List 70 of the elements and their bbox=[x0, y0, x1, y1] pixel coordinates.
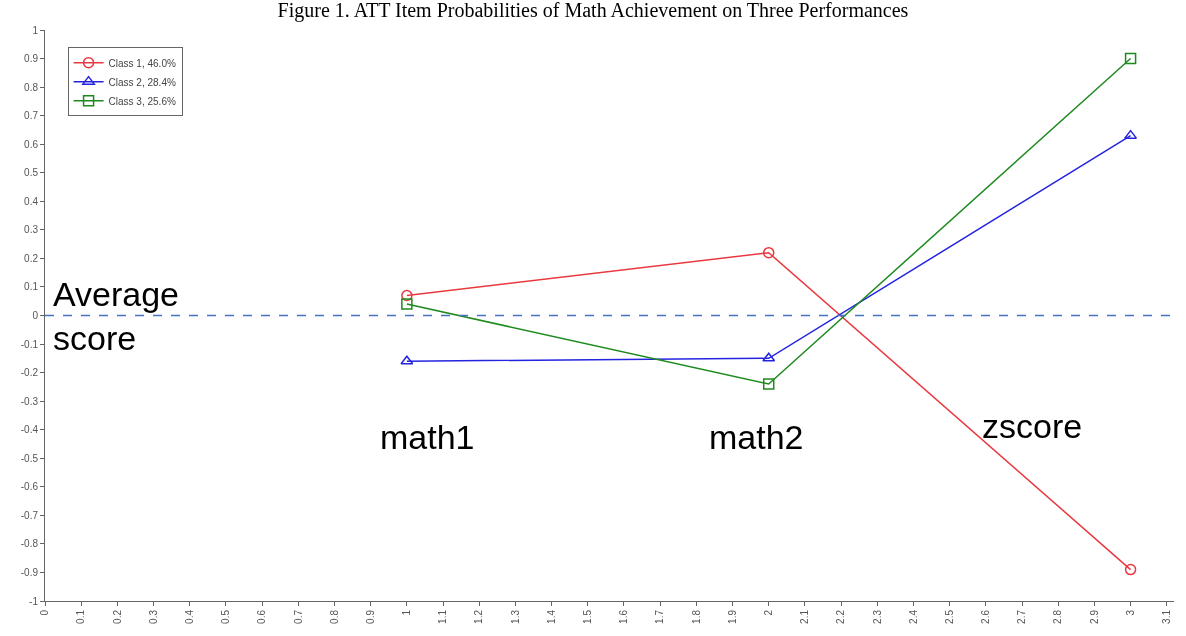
point bbox=[762, 352, 776, 362]
x-tick-label: 0.5 bbox=[220, 609, 232, 624]
x-tick-label: 0.2 bbox=[111, 609, 123, 624]
x-tick-label: 1.5 bbox=[582, 609, 594, 624]
x-tick-label: 2.4 bbox=[907, 609, 919, 624]
x-tick-label: 2 bbox=[762, 609, 774, 616]
y-tick-label: 0.6 bbox=[24, 138, 39, 150]
y-tick-label: -1 bbox=[29, 595, 39, 607]
x-tick-label: 2.3 bbox=[871, 609, 883, 624]
x-tick-label: 1.8 bbox=[690, 609, 702, 624]
x-tick-label: 1.2 bbox=[473, 609, 485, 624]
y-tick-label: -0.8 bbox=[20, 538, 39, 550]
x-tick-label: 2.9 bbox=[1088, 609, 1100, 624]
x-tick-label: 1.6 bbox=[618, 609, 630, 624]
y-tick-label: -0.7 bbox=[20, 509, 39, 521]
y-tick-label: 0 bbox=[32, 310, 39, 321]
x-tick-label: 1.4 bbox=[545, 609, 557, 624]
y-tick-label: 1 bbox=[32, 24, 39, 36]
x-tick-label: 0.6 bbox=[256, 609, 268, 624]
y-tick-label: -0.6 bbox=[20, 481, 39, 493]
x-tick-label: 2.6 bbox=[980, 609, 992, 624]
x-tick-label: 0 bbox=[39, 609, 51, 616]
x-tick-label: 0.4 bbox=[183, 609, 195, 624]
y-tick-label: 0.8 bbox=[24, 81, 39, 93]
y-tick-label: 0.1 bbox=[24, 281, 39, 293]
y-tick-label: -0.3 bbox=[20, 395, 39, 407]
y-tick-label: 0.7 bbox=[24, 110, 39, 122]
y-tick-label: 0.2 bbox=[24, 252, 39, 264]
point bbox=[1124, 563, 1137, 576]
chart-title: Figure 1. ATT Item Probabilities of Math Achievement on Three Performances bbox=[277, 0, 909, 23]
y-tick-label: -0.2 bbox=[20, 367, 39, 379]
point bbox=[1124, 129, 1138, 139]
y-tick-label: -0.1 bbox=[20, 338, 39, 350]
x-tick-label: 1 bbox=[401, 609, 413, 616]
x-tick-label: 2.2 bbox=[835, 609, 847, 624]
x-tick-label: 2.8 bbox=[1052, 609, 1064, 624]
y-tick-label: -0.5 bbox=[20, 452, 39, 464]
y-tick-label: 0.5 bbox=[24, 167, 39, 179]
point bbox=[401, 298, 413, 310]
annotation: math2 bbox=[709, 418, 804, 456]
x-tick-label: 2.7 bbox=[1016, 609, 1028, 624]
x-tick-label: 1.7 bbox=[654, 609, 666, 624]
point bbox=[1124, 52, 1137, 65]
y-tick-label: -0.4 bbox=[20, 424, 39, 436]
y-tick-label: 0.9 bbox=[24, 53, 39, 65]
point bbox=[762, 246, 775, 259]
x-tick-label: 2.5 bbox=[943, 609, 955, 624]
legend-label: Class 3, 25.6% bbox=[108, 95, 176, 107]
annotation: zscore bbox=[982, 407, 1083, 445]
x-tick-label: 3.1 bbox=[1161, 609, 1173, 624]
x-tick-label: 3 bbox=[1124, 609, 1136, 616]
annotation: math1 bbox=[380, 418, 475, 456]
x-tick-label: 0.9 bbox=[364, 609, 376, 624]
x-tick-label: 1.3 bbox=[509, 609, 521, 624]
legend-label: Class 2, 28.4% bbox=[108, 76, 176, 88]
point bbox=[401, 289, 413, 302]
x-tick-label: 0.1 bbox=[75, 609, 87, 624]
legend-label: Class 1, 46.0% bbox=[108, 57, 176, 69]
y-tick-label: -0.9 bbox=[20, 566, 39, 578]
point bbox=[762, 378, 775, 390]
y-tick-label: 0.4 bbox=[24, 195, 39, 207]
ref-line-label: Average score bbox=[53, 275, 180, 358]
x-tick-label: 2.1 bbox=[799, 609, 811, 624]
x-tick-label: 1.1 bbox=[437, 609, 449, 624]
point bbox=[400, 355, 414, 365]
x-tick-label: 0.3 bbox=[147, 609, 159, 624]
y-tick-label: 0.3 bbox=[24, 224, 39, 236]
x-tick-label: 0.7 bbox=[292, 609, 304, 624]
x-tick-label: 0.8 bbox=[328, 609, 340, 624]
x-tick-label: 1.9 bbox=[726, 609, 738, 624]
